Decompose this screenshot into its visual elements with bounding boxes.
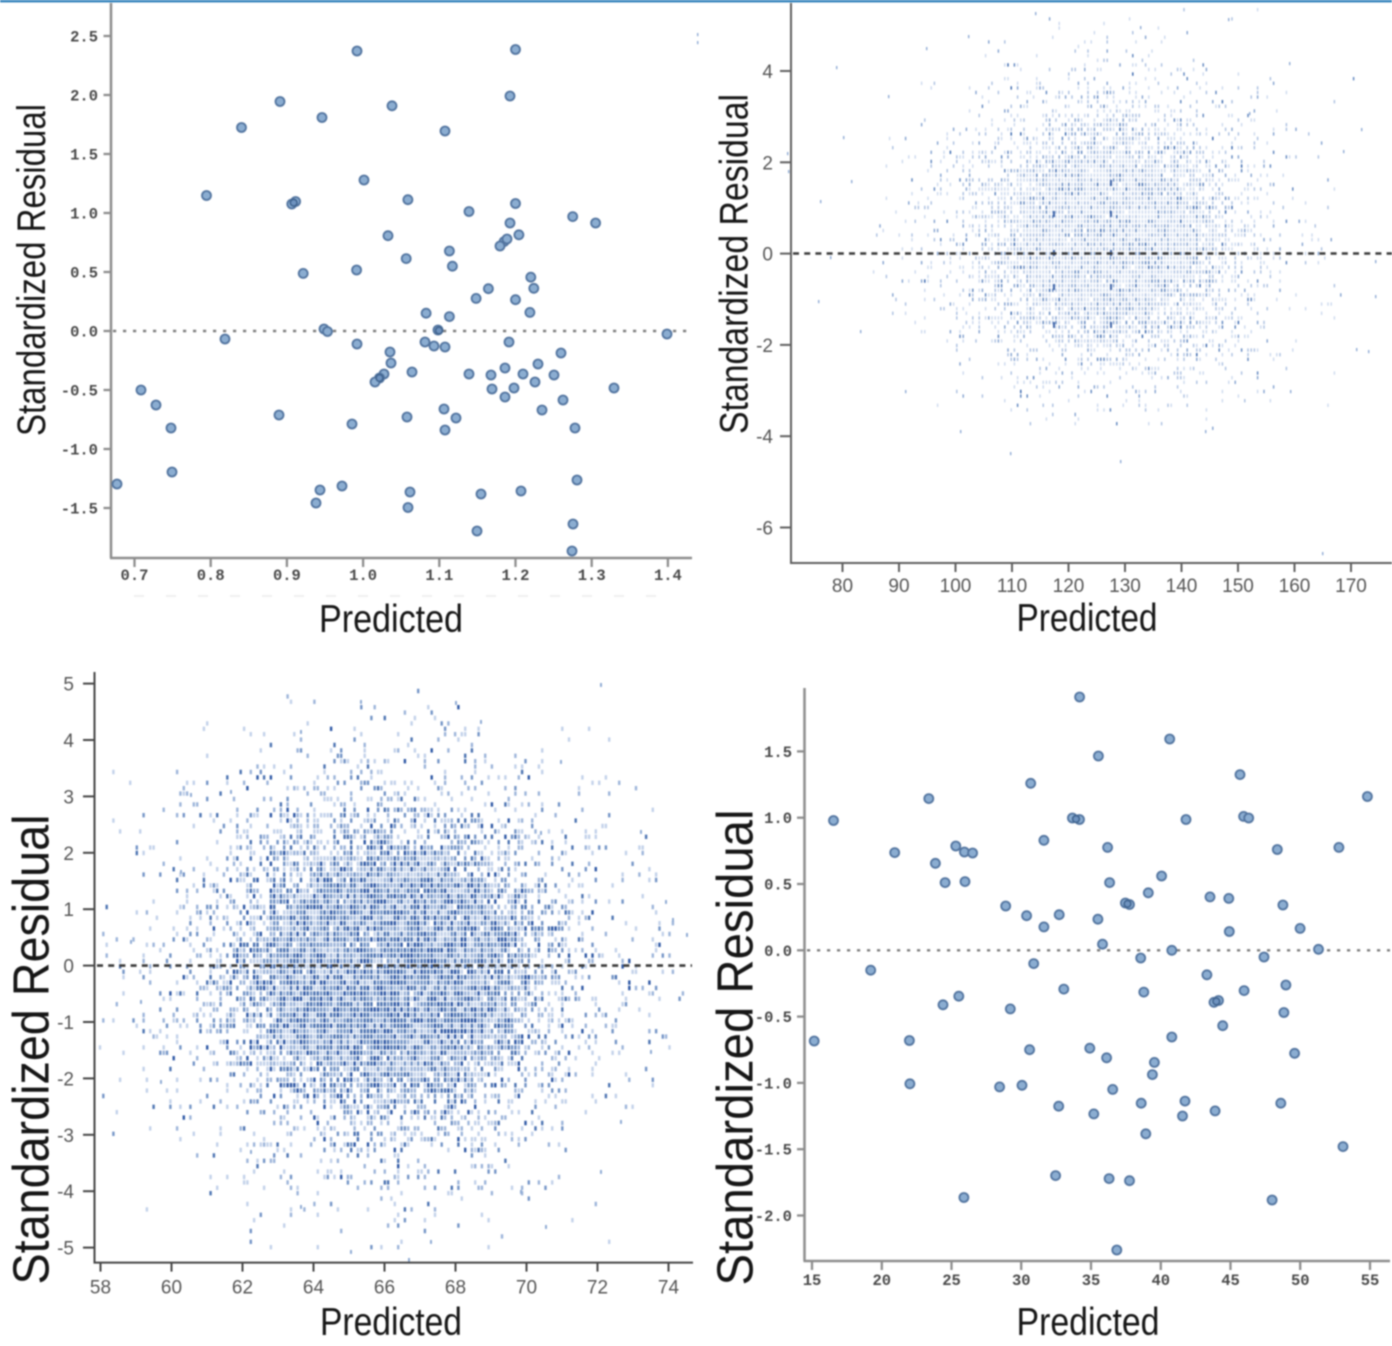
svg-text:5: 5 [63, 675, 74, 696]
svg-text:30: 30 [1012, 1272, 1031, 1290]
svg-text:-4: -4 [57, 1182, 74, 1203]
svg-text:-2.0: -2.0 [755, 1208, 792, 1226]
svg-text:Predicted: Predicted [1017, 597, 1158, 640]
svg-text:Standardized Residual: Standardized Residual [2, 815, 59, 1285]
svg-text:2: 2 [762, 153, 773, 174]
svg-text:110: 110 [997, 576, 1027, 597]
svg-text:150: 150 [1222, 576, 1254, 597]
svg-text:-2: -2 [57, 1069, 74, 1090]
svg-text:0.0: 0.0 [764, 943, 792, 961]
svg-text:Predicted: Predicted [1017, 1301, 1160, 1344]
svg-text:0.5: 0.5 [764, 877, 792, 895]
svg-text:-0.5: -0.5 [61, 383, 98, 401]
svg-text:170: 170 [1335, 576, 1367, 597]
svg-text:-3: -3 [57, 1126, 74, 1147]
svg-text:-5: -5 [57, 1239, 74, 1260]
svg-text:0.8: 0.8 [197, 567, 225, 585]
svg-text:3: 3 [63, 787, 74, 808]
svg-text:25: 25 [942, 1272, 961, 1290]
svg-text:1.5: 1.5 [70, 147, 98, 165]
svg-text:-4: -4 [756, 427, 773, 448]
svg-text:74: 74 [658, 1278, 680, 1299]
svg-text:40: 40 [1151, 1272, 1170, 1290]
svg-text:-1.0: -1.0 [61, 442, 98, 460]
svg-text:4: 4 [63, 731, 74, 752]
svg-text:2: 2 [63, 844, 74, 865]
svg-text:0: 0 [762, 245, 773, 266]
svg-text:15: 15 [803, 1272, 822, 1290]
svg-text:Predicted: Predicted [320, 1301, 462, 1344]
svg-text:0.9: 0.9 [273, 567, 301, 585]
svg-text:60: 60 [161, 1278, 182, 1299]
svg-text:-1.5: -1.5 [61, 501, 98, 519]
svg-text:1.3: 1.3 [578, 567, 606, 585]
svg-text:90: 90 [888, 576, 909, 597]
svg-text:1.2: 1.2 [502, 567, 530, 585]
svg-text:80: 80 [832, 576, 853, 597]
svg-text:50: 50 [1291, 1272, 1310, 1290]
svg-text:2.0: 2.0 [70, 88, 98, 106]
svg-text:-1: -1 [57, 1013, 74, 1034]
svg-text:1.4: 1.4 [654, 567, 682, 585]
svg-text:1: 1 [63, 900, 74, 921]
svg-text:72: 72 [587, 1278, 608, 1299]
svg-text:130: 130 [1109, 576, 1141, 597]
svg-text:0.5: 0.5 [70, 265, 98, 283]
svg-text:68: 68 [445, 1278, 466, 1299]
svg-text:35: 35 [1082, 1272, 1101, 1290]
svg-text:1.0: 1.0 [349, 567, 377, 585]
svg-text:0: 0 [63, 957, 74, 978]
svg-text:62: 62 [232, 1278, 253, 1299]
svg-text:70: 70 [516, 1278, 537, 1299]
svg-text:66: 66 [374, 1278, 395, 1299]
svg-text:0.0: 0.0 [70, 324, 98, 342]
svg-text:160: 160 [1279, 576, 1311, 597]
svg-text:-0.5: -0.5 [755, 1009, 792, 1027]
svg-text:Standardized Residual: Standardized Residual [712, 94, 756, 434]
svg-text:2.5: 2.5 [70, 29, 98, 47]
svg-text:Standardized Residual: Standardized Residual [10, 104, 54, 436]
svg-text:-2: -2 [756, 336, 773, 357]
svg-text:-1.0: -1.0 [755, 1075, 792, 1093]
svg-text:100: 100 [940, 576, 972, 597]
svg-text:45: 45 [1221, 1272, 1240, 1290]
svg-text:55: 55 [1361, 1272, 1380, 1290]
svg-text:1.0: 1.0 [764, 810, 792, 828]
svg-text:1.0: 1.0 [70, 206, 98, 224]
svg-text:0.7: 0.7 [121, 567, 149, 585]
svg-text:-6: -6 [756, 519, 773, 540]
svg-text:1.1: 1.1 [425, 567, 453, 585]
svg-text:Predicted: Predicted [319, 598, 463, 641]
svg-text:-1.5: -1.5 [755, 1142, 792, 1160]
svg-text:120: 120 [1053, 576, 1085, 597]
svg-text:64: 64 [303, 1278, 325, 1299]
svg-text:58: 58 [90, 1278, 111, 1299]
svg-text:1.5: 1.5 [764, 744, 792, 762]
svg-text:4: 4 [762, 62, 773, 83]
svg-text:Standardized Residual: Standardized Residual [706, 810, 763, 1286]
svg-text:20: 20 [872, 1272, 891, 1290]
svg-text:140: 140 [1166, 576, 1198, 597]
